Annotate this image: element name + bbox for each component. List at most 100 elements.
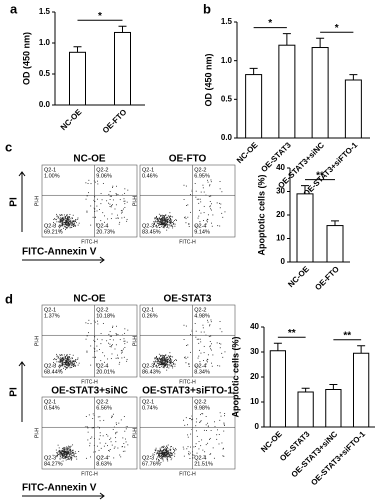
- cell-dot: [192, 454, 194, 456]
- cell-dot: [195, 225, 197, 227]
- plot-frame: [41, 304, 138, 378]
- plot-frame: [41, 396, 138, 470]
- cell-dot: [222, 356, 224, 358]
- cell-dot: [171, 453, 173, 455]
- cell-dot: [168, 227, 170, 229]
- cell-dot: [162, 452, 164, 454]
- cell-dot: [167, 359, 169, 360]
- cell-dot: [109, 195, 111, 197]
- cell-dot: [73, 220, 75, 222]
- cell-dot: [183, 184, 185, 186]
- cell-dot: [73, 224, 75, 226]
- cell-dot: [155, 360, 157, 362]
- cell-dot: [166, 455, 168, 457]
- cell-dot: [77, 218, 79, 220]
- cell-dot: [63, 449, 65, 451]
- cell-dot: [108, 333, 110, 335]
- cell-dot: [170, 446, 172, 448]
- cell-dot: [71, 455, 73, 457]
- cell-dot: [213, 421, 215, 423]
- cell-dot: [157, 223, 159, 225]
- quadrant-name: Q2-1: [142, 167, 154, 173]
- cell-dot: [107, 218, 109, 220]
- cell-dot: [67, 223, 69, 225]
- x-tick-label: OE-FTO: [313, 265, 341, 293]
- cell-dot: [111, 416, 113, 418]
- cell-dot: [111, 444, 113, 446]
- cell-dot: [187, 356, 189, 358]
- cell-dot: [60, 455, 62, 457]
- cell-dot: [187, 434, 189, 436]
- cell-dot: [60, 362, 62, 364]
- cell-dot: [73, 223, 75, 225]
- cell-dot: [218, 434, 220, 435]
- cell-dot: [153, 223, 155, 225]
- cell-dot: [210, 179, 212, 181]
- cell-dot: [154, 452, 156, 453]
- cell-dot: [115, 437, 117, 439]
- cell-dot: [169, 456, 171, 458]
- error-bar: [357, 345, 366, 354]
- cell-dot: [67, 217, 69, 219]
- cell-dot: [65, 220, 67, 222]
- cell-dot: [173, 363, 175, 365]
- cell-dot: [169, 456, 171, 458]
- cell-dot: [124, 192, 126, 194]
- cell-dot: [182, 446, 184, 448]
- cell-dot: [102, 182, 104, 184]
- cell-dot: [65, 222, 67, 224]
- cell-dot: [91, 427, 93, 429]
- cell-dot: [117, 354, 118, 356]
- cell-dot: [66, 223, 68, 225]
- cell-dot: [116, 185, 117, 187]
- cell-dot: [163, 451, 165, 453]
- cell-dot: [88, 179, 90, 181]
- cell-dot: [95, 223, 97, 225]
- cell-dot: [69, 454, 71, 456]
- quadrant-name: Q2-2: [96, 399, 108, 405]
- cell-dot: [63, 354, 65, 356]
- cell-dot: [159, 455, 161, 457]
- cell-dot: [64, 224, 66, 226]
- cell-dot: [70, 360, 71, 362]
- cell-dot: [61, 214, 62, 216]
- cell-dot: [163, 365, 165, 367]
- cell-dot: [63, 456, 65, 458]
- cell-dot: [86, 195, 88, 197]
- cell-dot: [72, 354, 74, 356]
- cell-dot: [70, 451, 72, 453]
- cell-dot: [209, 206, 211, 208]
- cell-dot: [169, 362, 171, 364]
- cell-dot: [171, 221, 173, 223]
- y-tick-label: 0.5: [221, 94, 233, 103]
- cell-dot: [157, 218, 159, 219]
- quadrant-percent: 6.95%: [194, 173, 210, 179]
- cell-dot: [106, 200, 108, 202]
- cell-dot: [211, 343, 212, 345]
- cell-dot: [187, 204, 189, 206]
- cell-dot: [158, 353, 160, 355]
- cell-dot: [156, 226, 158, 228]
- cell-dot: [59, 366, 61, 368]
- cell-dot: [165, 364, 167, 365]
- cell-dot: [61, 455, 63, 457]
- cell-dot: [172, 447, 174, 449]
- y-axis-name: PI-H: [34, 428, 40, 438]
- cell-dot: [205, 223, 207, 225]
- cell-dot: [202, 449, 204, 451]
- cell-dot: [60, 452, 62, 454]
- cell-dot: [158, 358, 160, 359]
- cell-dot: [62, 454, 64, 456]
- cell-dot: [64, 359, 66, 360]
- y-axis-label: OD (450 nm): [21, 32, 31, 85]
- cell-dot: [69, 449, 71, 451]
- plot-title: OE-STAT3+siFTO-1: [142, 386, 233, 397]
- cell-dot: [63, 450, 65, 452]
- cell-dot: [71, 365, 73, 367]
- cell-dot: [94, 210, 96, 212]
- cell-dot: [110, 417, 112, 419]
- cell-dot: [169, 454, 171, 456]
- cell-dot: [69, 458, 71, 460]
- cell-dot: [108, 342, 109, 344]
- cell-dot: [69, 361, 71, 363]
